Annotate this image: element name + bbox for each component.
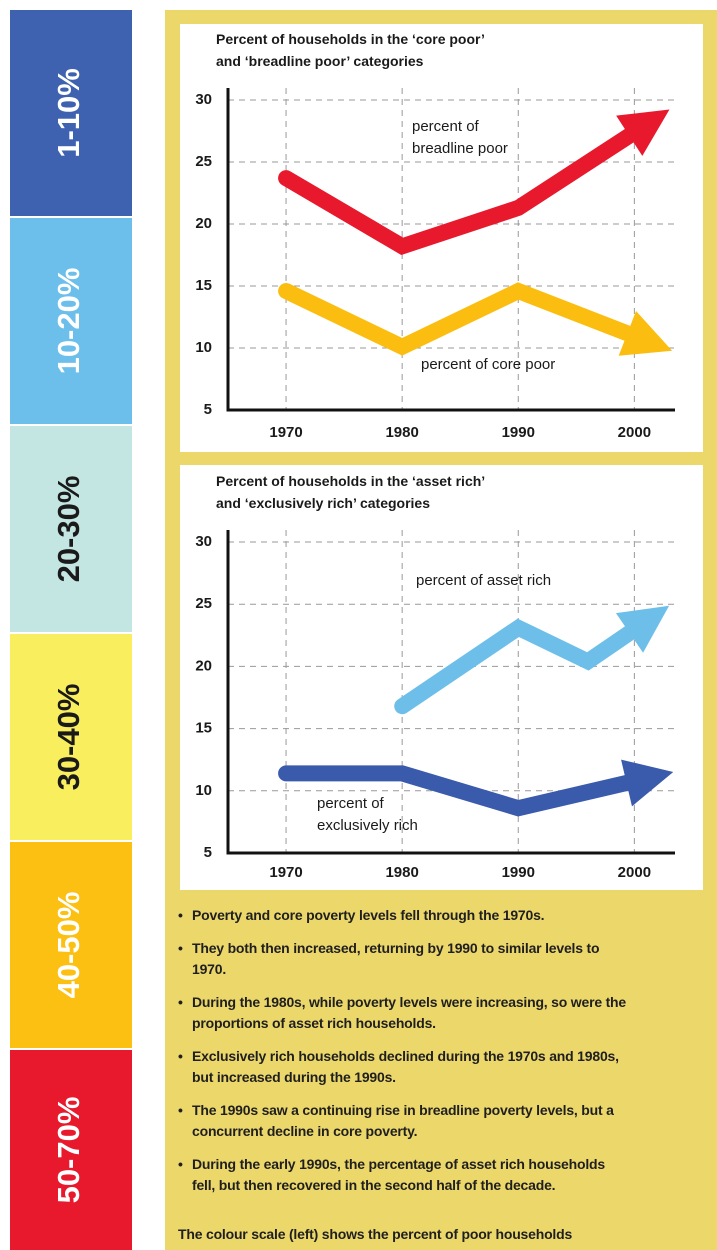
series-line [278, 109, 670, 256]
series-line [278, 759, 674, 817]
y-tick-label: 20 [195, 215, 212, 232]
scale-block [10, 842, 132, 1048]
y-tick-label: 30 [195, 533, 212, 550]
bullet: The 1990s saw a continuing rise in bread… [176, 1100, 626, 1142]
scale-block [10, 634, 132, 840]
scale-block [10, 426, 132, 632]
y-tick-label: 5 [204, 844, 212, 861]
x-tick-label: 1980 [385, 424, 418, 441]
scale-label: 1-10% [51, 68, 86, 158]
series-label: percent of exclusively rich [317, 795, 418, 834]
chart-title: Percent of households in the ‘core poor’… [216, 31, 488, 69]
y-tick-label: 20 [195, 657, 212, 674]
y-tick-label: 5 [204, 401, 212, 418]
scale-label: 40-50% [51, 892, 86, 999]
x-tick-label: 1990 [502, 424, 535, 441]
y-tick-label: 25 [195, 153, 212, 170]
x-tick-label: 1990 [502, 864, 535, 881]
scale-label: 20-30% [51, 476, 86, 583]
y-tick-label: 15 [195, 720, 212, 737]
chart-title: Percent of households in the ‘asset rich… [216, 473, 488, 511]
scale-block [10, 10, 132, 216]
y-tick-label: 25 [195, 595, 212, 612]
scale-label: 30-40% [51, 684, 86, 791]
series-label: percent of breadline poor [412, 118, 508, 157]
bullet: They both then increased, returning by 1… [176, 938, 626, 980]
y-tick-label: 10 [195, 782, 212, 799]
series-line [394, 605, 670, 715]
x-tick-label: 2000 [618, 424, 651, 441]
y-tick-label: 15 [195, 277, 212, 294]
scale-label: 50-70% [51, 1097, 86, 1204]
bullet: During the 1980s, while poverty levels w… [176, 992, 626, 1034]
x-tick-label: 1980 [385, 864, 418, 881]
x-tick-label: 1970 [269, 864, 302, 881]
series-line [278, 282, 673, 356]
bullet: Poverty and core poverty levels fell thr… [176, 905, 626, 926]
scale-label: 10-20% [51, 268, 86, 375]
x-tick-label: 2000 [618, 864, 651, 881]
y-tick-label: 30 [195, 91, 212, 108]
footnote: The colour scale (left) shows the percen… [178, 1226, 573, 1242]
bullet: Exclusively rich households declined dur… [176, 1046, 626, 1088]
scale-block [10, 1050, 132, 1250]
series-label: percent of asset rich [416, 572, 551, 589]
x-tick-label: 1970 [269, 424, 302, 441]
bullet-list: Poverty and core poverty levels fell thr… [176, 905, 626, 1208]
y-tick-label: 10 [195, 339, 212, 356]
series-label: percent of core poor [421, 356, 555, 373]
scale-block [10, 218, 132, 424]
bullet: During the early 1990s, the percentage o… [176, 1154, 626, 1196]
